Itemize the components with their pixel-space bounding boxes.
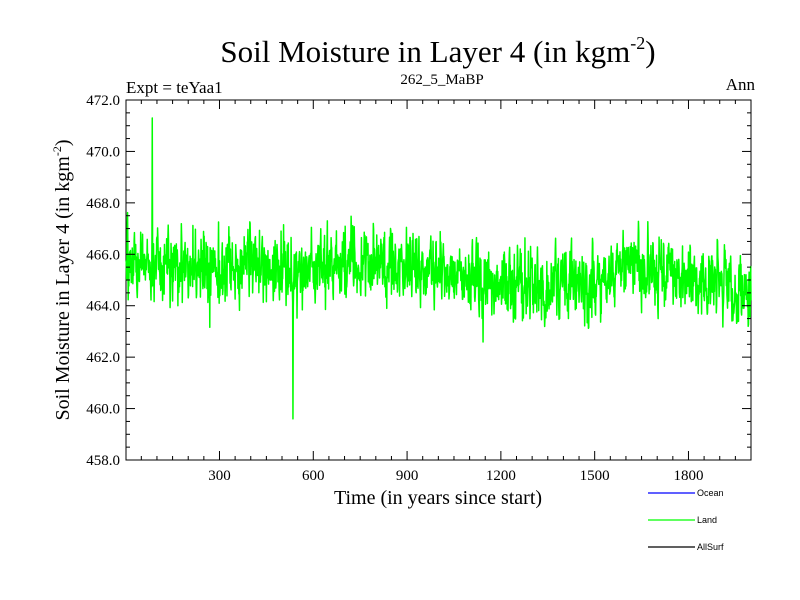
x-tick-label: 900 (396, 468, 419, 484)
x-axis-label: Time (in years since start) (334, 487, 542, 509)
x-tick-label: 300 (208, 468, 231, 484)
y-tick-label: 470.0 (86, 144, 120, 160)
y-tick-label: 458.0 (86, 453, 120, 469)
x-tick-label: 1200 (486, 468, 516, 484)
y-tick-label: 468.0 (86, 196, 120, 212)
legend-ocean-label: Ocean (697, 488, 724, 498)
experiment-label: Expt = teYaa1 (126, 78, 223, 97)
x-tick-label: 1500 (580, 468, 610, 484)
y-tick-label: 464.0 (86, 299, 120, 315)
y-tick-label: 460.0 (86, 402, 120, 418)
y-tick-label: 466.0 (86, 247, 120, 263)
x-tick-label: 600 (302, 468, 325, 484)
legend-allsurf-label: AllSurf (697, 542, 724, 552)
x-tick-label: 1800 (673, 468, 703, 484)
y-axis-label: Soil Moisture in Layer 4 (in kgm-2) (50, 139, 74, 420)
y-tick-label: 462.0 (86, 350, 120, 366)
season-label: Ann (726, 75, 756, 94)
y-tick-label: 472.0 (86, 93, 120, 109)
axes: 300 600 900 1200 1500 1800 458.0 460.0 462.0 464.… (86, 93, 751, 484)
period-label: 262_5_MaBP (400, 72, 483, 88)
legend-land-label: Land (697, 515, 717, 525)
series-land-line (125, 117, 752, 420)
legend: Ocean Land AllSurf (648, 488, 724, 552)
chart-title: Soil Moisture in Layer 4 (in kgm-2) (220, 33, 655, 69)
